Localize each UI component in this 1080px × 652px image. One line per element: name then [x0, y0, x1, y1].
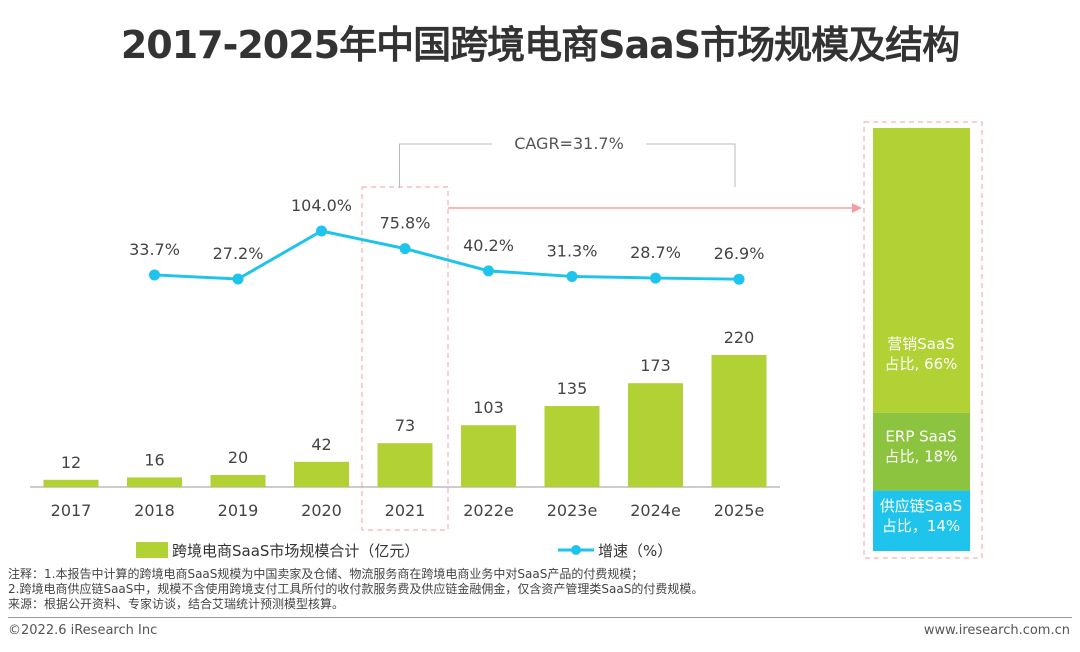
segment-label: 营销SaaS: [887, 335, 954, 353]
chart: CAGR=31.7% 12 2017 16 2018 20 2019 42 2020 73 2021…: [30, 121, 983, 560]
structure-segment: [873, 490, 970, 551]
segment-share: 占比，14%: [882, 517, 960, 535]
bar-label: 173: [640, 356, 671, 375]
growth-label: 26.9%: [714, 244, 765, 263]
arrow-head: [852, 203, 862, 213]
segment-share: 占比, 18%: [885, 448, 958, 466]
segment-share: 占比, 66%: [885, 355, 958, 373]
growth-point: [483, 265, 494, 277]
growth-label: 40.2%: [463, 236, 514, 255]
bar: [294, 461, 349, 487]
growth-point: [733, 273, 745, 285]
bar-label: 220: [724, 328, 755, 347]
cagr-bracket-left: [399, 143, 492, 188]
bar-label: 135: [557, 379, 588, 398]
growth-point: [566, 270, 578, 282]
bar-label: 73: [395, 416, 415, 435]
copyright: ©2022.6 iResearch Inc: [8, 623, 158, 638]
x-tick-label: 2018: [134, 501, 175, 520]
legend-bar-label: 跨境电商SaaS市场规模合计（亿元）: [172, 542, 419, 560]
segment-label: ERP SaaS: [885, 428, 956, 446]
bar: [43, 479, 99, 487]
notes: 注释：1.本报告中计算的跨境电商SaaS规模为中国卖家及仓储、物流服务商在跨境电…: [8, 567, 703, 612]
note-1: 注释：1.本报告中计算的跨境电商SaaS规模为中国卖家及仓储、物流服务商在跨境电…: [8, 567, 644, 581]
divider: [8, 617, 1072, 618]
x-tick-label: 2023e: [547, 501, 598, 520]
growth-label: 104.0%: [291, 196, 352, 215]
x-tick-label: 2024e: [630, 501, 681, 520]
source: 来源：根据公开资料、专家访谈，结合艾瑞统计预测模型核算。: [8, 597, 345, 611]
bar: [628, 383, 683, 487]
growth-label: 75.8%: [380, 214, 431, 233]
growth-point: [232, 273, 244, 285]
x-tick-label: 2017: [51, 501, 92, 520]
segment-label: 供应链SaaS: [880, 497, 962, 515]
growth-point: [149, 269, 160, 281]
growth-label: 28.7%: [630, 243, 681, 262]
growth-label: 27.2%: [213, 244, 264, 263]
legend-bar-swatch: [136, 542, 168, 558]
cagr-label: CAGR=31.7%: [514, 134, 624, 153]
x-tick-label: 2021: [385, 501, 426, 520]
bar: [127, 477, 182, 487]
legend-line-label: 增速（%）: [598, 542, 672, 560]
structure-segment: [873, 412, 970, 491]
cagr-bracket-right: [646, 143, 736, 187]
structure-segment: [873, 128, 970, 413]
growth-label: 33.7%: [129, 240, 180, 259]
bar: [377, 443, 433, 487]
x-tick-label: 2025e: [714, 501, 765, 520]
bar: [711, 355, 767, 487]
x-tick-label: 2020: [301, 501, 342, 520]
bar: [210, 475, 266, 487]
growth-point: [316, 225, 327, 237]
bar-label: 103: [473, 398, 504, 417]
website: www.iresearch.com.cn: [923, 623, 1070, 638]
note-2: 2.跨境电商供应链SaaS中，规模不含使用跨境支付工具所付的收付款服务费及供应链…: [8, 582, 704, 596]
highlight-box: [361, 186, 449, 531]
growth-point: [650, 272, 661, 284]
bar-label: 12: [61, 453, 81, 472]
structure-box: [863, 121, 983, 559]
bar-label: 20: [228, 448, 248, 467]
x-tick-label: 2022e: [463, 501, 514, 520]
x-tick-label: 2019: [218, 501, 259, 520]
bar-label: 42: [311, 435, 331, 454]
growth-label: 31.3%: [547, 241, 598, 260]
legend-line-marker: [571, 545, 581, 555]
growth-point: [399, 243, 411, 255]
bar-label: 16: [144, 450, 164, 469]
growth-line: [154, 229, 740, 281]
chart-title: 2017-2025年中国跨境电商SaaS市场规模及结构: [120, 23, 960, 67]
bar: [461, 425, 516, 487]
bar: [544, 406, 600, 487]
